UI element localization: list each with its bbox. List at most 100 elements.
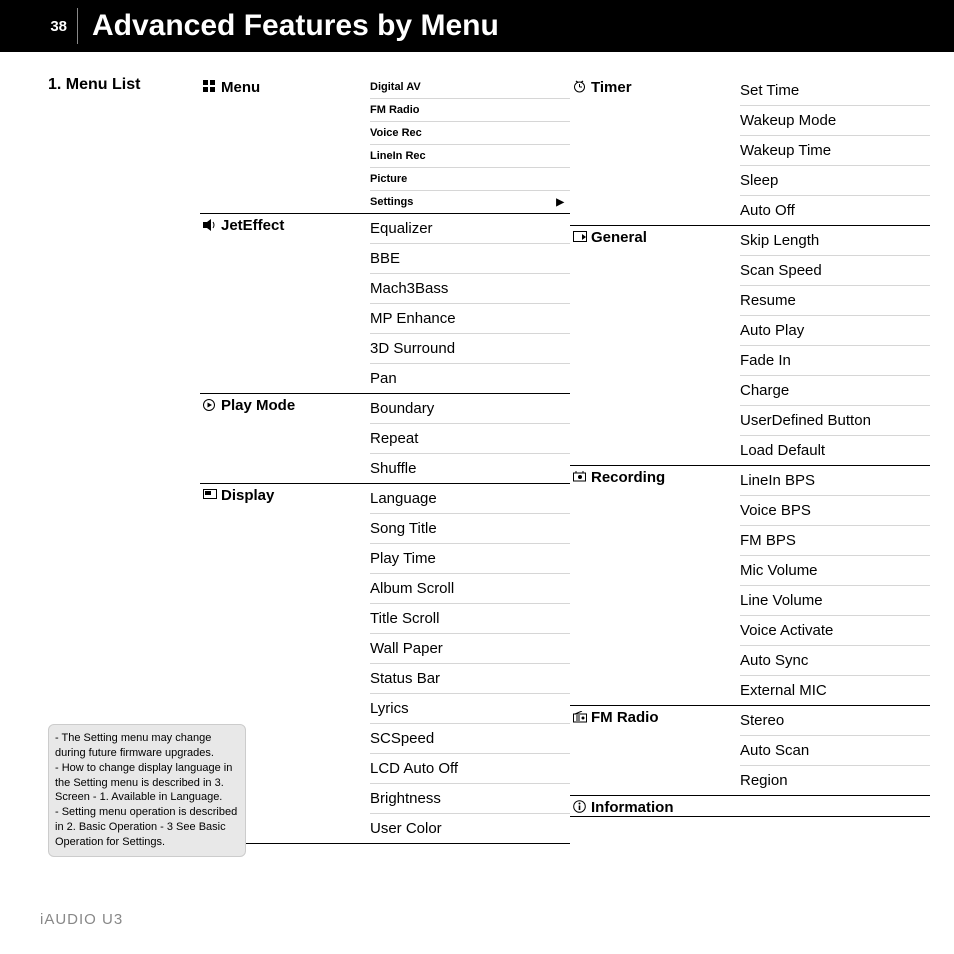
menu-item-label: Status Bar: [370, 670, 440, 687]
menu-item: Mach3Bass: [370, 274, 570, 304]
menu-item: Pan: [370, 364, 570, 393]
group-label-text: Timer: [591, 79, 632, 96]
menu-group: Timer Set Time Wakeup Mode Wakeup Time Sleep…: [570, 76, 930, 226]
menu-item: MP Enhance: [370, 304, 570, 334]
menu-item-label: Charge: [740, 382, 789, 399]
menu-group: DisplayLanguageSong TitlePlay TimeAlbum …: [200, 484, 570, 844]
menu-item-label: 3D Surround: [370, 340, 455, 357]
radio-icon: [572, 709, 587, 724]
menu-item: Resume: [740, 286, 930, 316]
group-label-text: Recording: [591, 469, 665, 486]
menu-item-label: Sleep: [740, 172, 778, 189]
menu-item-label: Auto Scan: [740, 742, 809, 759]
menu-item-label: Resume: [740, 292, 796, 309]
page-title: Advanced Features by Menu: [78, 9, 499, 43]
menu-item: Voice BPS: [740, 496, 930, 526]
note-line: - Setting menu operation is described in…: [55, 805, 239, 850]
group-items: LineIn BPSVoice BPSFM BPSMic VolumeLine …: [740, 466, 930, 705]
group-label-text: Menu: [221, 79, 260, 96]
menu-item-label: LineIn BPS: [740, 472, 815, 489]
menu-item: Wakeup Time: [740, 136, 930, 166]
menu-item-label: Skip Length: [740, 232, 819, 249]
menu-item: LCD Auto Off: [370, 754, 570, 784]
group-items: Equalizer BBE Mach3Bass MP Enhance 3D Surrou…: [370, 214, 570, 393]
menu-item-label: FM Radio: [370, 104, 420, 116]
menu-item: FM Radio: [370, 99, 570, 122]
menu-item-label: Settings: [370, 196, 413, 208]
menu-group: RecordingLineIn BPSVoice BPSFM BPSMic Vo…: [570, 466, 930, 706]
menu-item: Sleep: [740, 166, 930, 196]
menu-item-label: Auto Sync: [740, 652, 808, 669]
group-items: [740, 796, 930, 816]
menu-item: Play Time: [370, 544, 570, 574]
section-heading: 1. Menu List: [48, 76, 200, 94]
menu-item: Settings ▶: [370, 191, 570, 213]
menu-item-label: Equalizer: [370, 220, 433, 237]
menu-item-label: Load Default: [740, 442, 825, 459]
group-label-text: Information: [591, 799, 674, 816]
menu-item-label: Fade In: [740, 352, 791, 369]
chevron-right-icon: ▶: [556, 197, 564, 208]
menu-item-label: Voice Activate: [740, 622, 833, 639]
group-items: Digital AVFM RadioVoice RecLineIn RecPic…: [370, 76, 570, 213]
menu-item: Voice Rec: [370, 122, 570, 145]
menu-item-label: Wakeup Time: [740, 142, 831, 159]
menu-item: Set Time: [740, 76, 930, 106]
menu-item-label: Digital AV: [370, 81, 421, 93]
menu-item: Charge: [740, 376, 930, 406]
menu-item-label: MP Enhance: [370, 310, 456, 327]
menu-item-label: Set Time: [740, 82, 799, 99]
page-number: 38: [0, 8, 78, 44]
menu-item-label: Language: [370, 490, 437, 507]
menu-item-label: Pan: [370, 370, 397, 387]
menu-item-label: Voice BPS: [740, 502, 811, 519]
menu-item-label: LCD Auto Off: [370, 760, 458, 777]
menu-item: Mic Volume: [740, 556, 930, 586]
menu-item: Load Default: [740, 436, 930, 465]
menu-item: Wall Paper: [370, 634, 570, 664]
group-items: Skip Length Scan Speed Resume Auto Play Fade…: [740, 226, 930, 465]
menu-item-label: Mic Volume: [740, 562, 818, 579]
menu-item: Lyrics: [370, 694, 570, 724]
group-label: General: [570, 226, 740, 465]
menu-column-right: Timer Set Time Wakeup Mode Wakeup Time Sleep…: [570, 76, 930, 844]
note-line: - The Setting menu may change during fut…: [55, 731, 239, 761]
menu-item: Equalizer: [370, 214, 570, 244]
group-label-text: JetEffect: [221, 217, 284, 234]
menu-group: General Skip Length Scan Speed Resume Auto P…: [570, 226, 930, 466]
menu-item: Stereo: [740, 706, 930, 736]
menu-item: Auto Scan: [740, 736, 930, 766]
menu-item: Album Scroll: [370, 574, 570, 604]
group-label: JetEffect: [200, 214, 370, 393]
group-label-text: General: [591, 229, 647, 246]
group-label-text: Play Mode: [221, 397, 295, 414]
rec-icon: [572, 469, 587, 484]
menu-item-label: Auto Play: [740, 322, 804, 339]
menu-item-label: Auto Off: [740, 202, 795, 219]
header-bar: 38 Advanced Features by Menu: [0, 0, 954, 52]
menu-item: UserDefined Button: [740, 406, 930, 436]
menu-group: Play Mode BoundaryRepeatShuffle: [200, 394, 570, 484]
group-items: BoundaryRepeatShuffle: [370, 394, 570, 483]
menu-item-label: BBE: [370, 250, 400, 267]
menu-item-label: Song Title: [370, 520, 437, 537]
menu-item-label: Repeat: [370, 430, 418, 447]
content-area: 1. Menu List - The Setting menu may chan…: [0, 52, 954, 844]
menu-item-label: Play Time: [370, 550, 436, 567]
menu-item: Repeat: [370, 424, 570, 454]
menu-group: FM RadioStereoAuto ScanRegion: [570, 706, 930, 796]
group-items: LanguageSong TitlePlay TimeAlbum ScrollT…: [370, 484, 570, 843]
menu-item: Digital AV: [370, 76, 570, 99]
section-label-column: 1. Menu List - The Setting menu may chan…: [48, 76, 200, 844]
menu-item: LineIn BPS: [740, 466, 930, 496]
menu-item-label: Line Volume: [740, 592, 823, 609]
menu-item-label: Scan Speed: [740, 262, 822, 279]
menu-item: Picture: [370, 168, 570, 191]
play-icon: [202, 397, 217, 412]
menu-item-label: Wall Paper: [370, 640, 443, 657]
menu-item-label: Album Scroll: [370, 580, 454, 597]
menu-item-label: Wakeup Mode: [740, 112, 836, 129]
menu-group: JetEffect Equalizer BBE Mach3Bass MP Enhance…: [200, 214, 570, 394]
group-items: StereoAuto ScanRegion: [740, 706, 930, 795]
general-icon: [572, 229, 587, 244]
